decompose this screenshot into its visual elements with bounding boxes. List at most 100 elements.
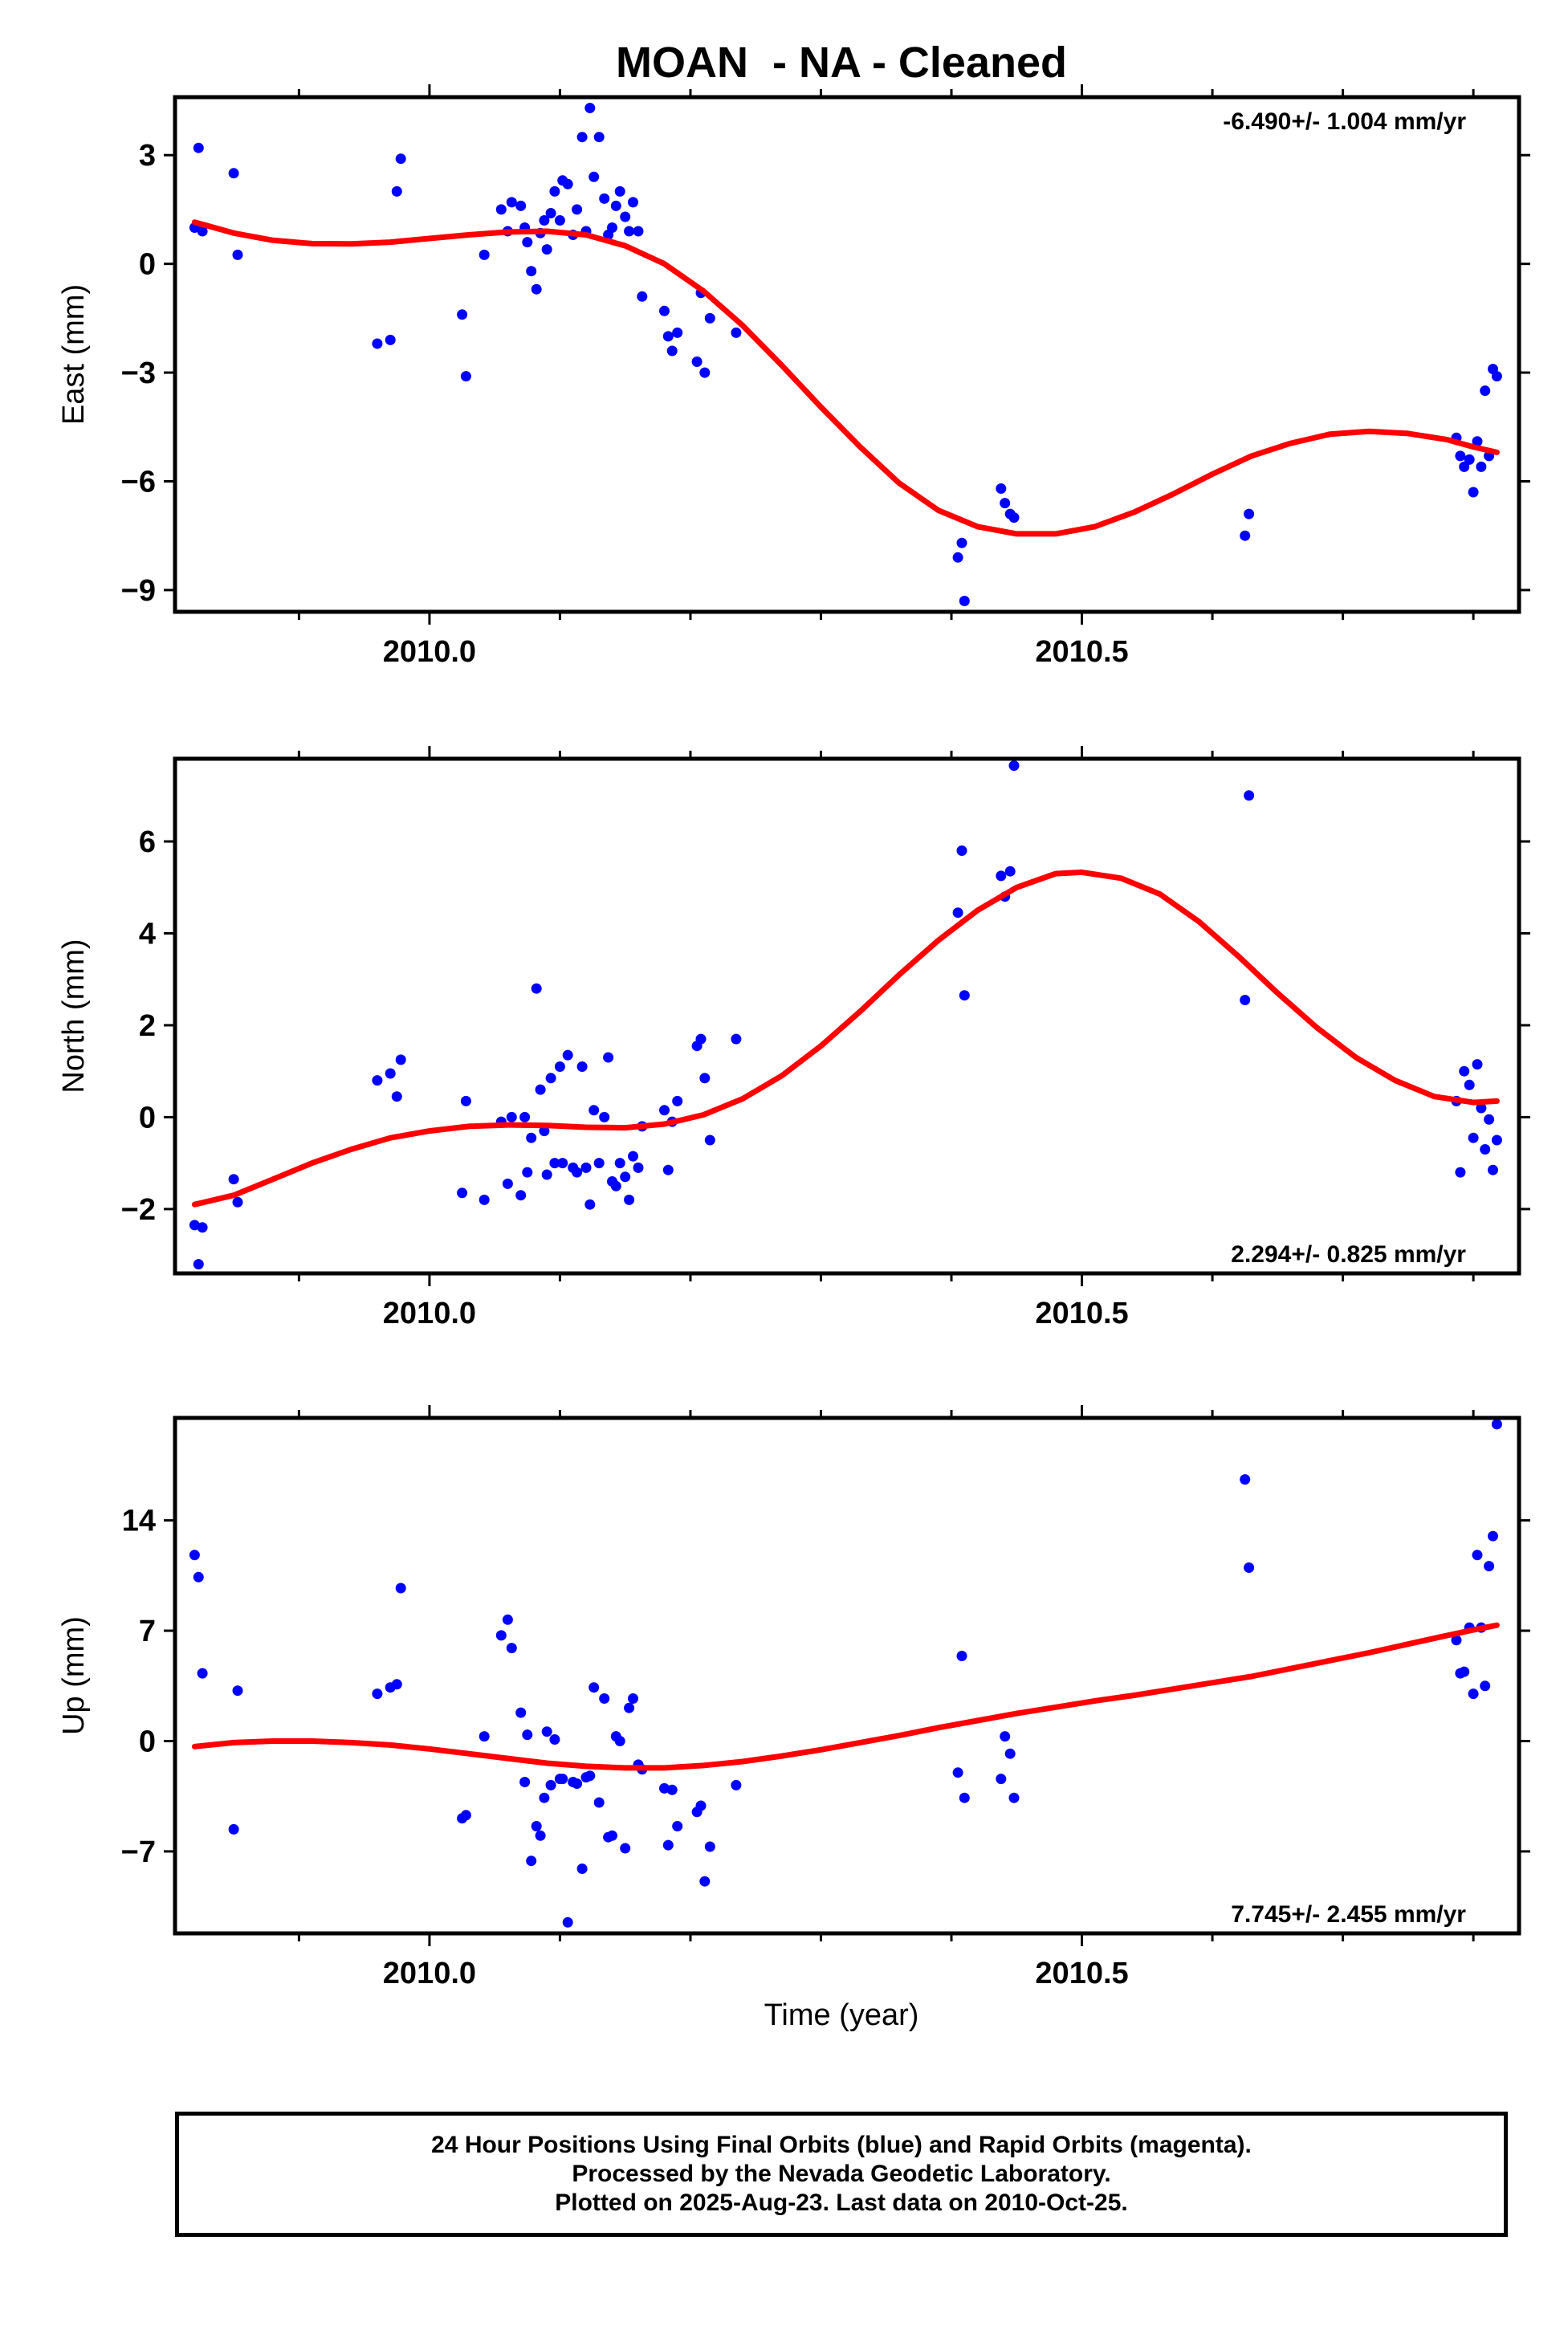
north-data-point <box>593 1158 605 1169</box>
up-data-point <box>1240 1474 1251 1485</box>
east-data-point <box>1000 498 1011 509</box>
north-data-point <box>610 1180 621 1191</box>
north-ytick-label: 2 <box>139 1009 156 1043</box>
north-data-point <box>372 1075 383 1086</box>
footer-line-3: Plotted on 2025-Aug-23. Last data on 201… <box>555 2189 1128 2216</box>
footer-box: 24 Hour Positions Using Final Orbits (bl… <box>175 2112 1508 2237</box>
up-data-point <box>662 1839 674 1851</box>
east-data-point <box>576 132 588 143</box>
up-data-point <box>526 1855 537 1867</box>
north-data-point <box>460 1095 471 1106</box>
up-data-point <box>1451 1635 1462 1646</box>
east-data-point <box>1008 512 1020 523</box>
east-ytick-label: −6 <box>121 465 156 499</box>
north-ytick-label: 0 <box>139 1101 156 1134</box>
north-data-point <box>519 1111 531 1122</box>
east-data-point <box>545 208 556 218</box>
footer-line-1: 24 Hour Positions Using Final Orbits (bl… <box>431 2132 1252 2158</box>
east-data-point <box>666 345 678 356</box>
up-data-point <box>535 1830 546 1841</box>
up-ytick-label: 7 <box>139 1615 156 1648</box>
north-data-point <box>695 1033 707 1045</box>
north-data-point <box>1008 760 1020 772</box>
north-ticks: 6 4 2 0 −2 2010.0 2010.5 <box>121 746 1530 1330</box>
east-data-point <box>620 211 631 222</box>
north-data-point <box>502 1178 513 1189</box>
up-data-point <box>1472 1550 1483 1561</box>
up-data-point <box>1004 1748 1016 1759</box>
north-data-point <box>1476 1102 1487 1114</box>
east-data-point <box>1459 461 1470 472</box>
east-panel: 3 0 −3 −6 −9 2010.0 2010.5 -6.490+/- 1.004 mm/… <box>57 84 1530 669</box>
north-data-point <box>193 1259 204 1270</box>
north-data-point <box>515 1190 527 1201</box>
east-data-point <box>704 312 715 324</box>
north-data-point <box>580 1162 592 1173</box>
up-data-point <box>666 1784 678 1795</box>
north-data-point <box>659 1105 670 1116</box>
north-data-point <box>956 845 967 856</box>
north-data-point <box>1004 866 1016 877</box>
north-data-point <box>628 1151 638 1162</box>
up-data-point <box>545 1779 556 1790</box>
east-points <box>189 103 1502 606</box>
north-data-point <box>662 1164 674 1175</box>
east-data-point <box>197 226 208 237</box>
east-data-point <box>572 204 583 215</box>
north-xtick-label: 2010.0 <box>383 1297 476 1330</box>
north-data-point <box>197 1222 208 1233</box>
north-data-point <box>1468 1132 1479 1143</box>
up-data-point <box>506 1643 517 1654</box>
up-xtick-label: 2010.0 <box>383 1957 476 1990</box>
east-data-point <box>628 197 638 208</box>
north-data-point <box>699 1073 711 1084</box>
up-data-point <box>956 1651 967 1661</box>
east-data-point <box>1491 371 1502 382</box>
east-data-point <box>1455 450 1466 462</box>
east-data-point <box>372 338 383 349</box>
north-ytick-label: 4 <box>139 917 156 951</box>
east-data-point <box>541 244 552 255</box>
east-data-point <box>531 283 542 295</box>
east-data-point <box>515 200 527 211</box>
east-rate-label: -6.490+/- 1.004 mm/yr <box>1223 108 1466 135</box>
east-data-point <box>495 204 507 215</box>
north-xtick-label: 2010.5 <box>1035 1297 1128 1330</box>
north-data-point <box>624 1194 635 1205</box>
east-frame <box>173 95 1521 614</box>
east-data-point <box>662 331 674 342</box>
east-y-axis-label: East (mm) <box>57 284 91 425</box>
up-data-point <box>562 1917 573 1928</box>
up-data-point <box>460 1810 471 1821</box>
north-data-point <box>1455 1167 1466 1178</box>
north-data-point <box>1472 1059 1483 1070</box>
east-data-point <box>1476 461 1487 472</box>
north-data-point <box>584 1199 596 1210</box>
east-data-point <box>699 367 711 378</box>
up-data-point <box>519 1777 531 1787</box>
east-data-point <box>522 237 533 248</box>
up-data-point <box>232 1685 243 1697</box>
up-data-point <box>1480 1680 1491 1692</box>
up-ytick-label: −7 <box>121 1835 156 1869</box>
up-data-point <box>628 1693 638 1704</box>
up-data-point <box>541 1726 552 1737</box>
north-data-point <box>554 1061 565 1072</box>
up-data-point <box>515 1707 527 1718</box>
north-data-point <box>603 1052 614 1063</box>
up-data-point <box>193 1571 204 1583</box>
up-data-point <box>189 1550 200 1561</box>
up-data-point <box>1008 1792 1020 1803</box>
east-data-point <box>1240 530 1251 541</box>
east-data-point <box>1480 385 1491 397</box>
up-data-point <box>589 1682 600 1693</box>
east-data-point <box>479 249 490 260</box>
up-data-point <box>996 1774 1007 1785</box>
up-data-point <box>672 1821 683 1831</box>
up-data-point <box>395 1583 406 1594</box>
east-ticks: 3 0 −3 −6 −9 2010.0 2010.5 <box>121 84 1530 669</box>
north-data-point <box>620 1171 631 1183</box>
